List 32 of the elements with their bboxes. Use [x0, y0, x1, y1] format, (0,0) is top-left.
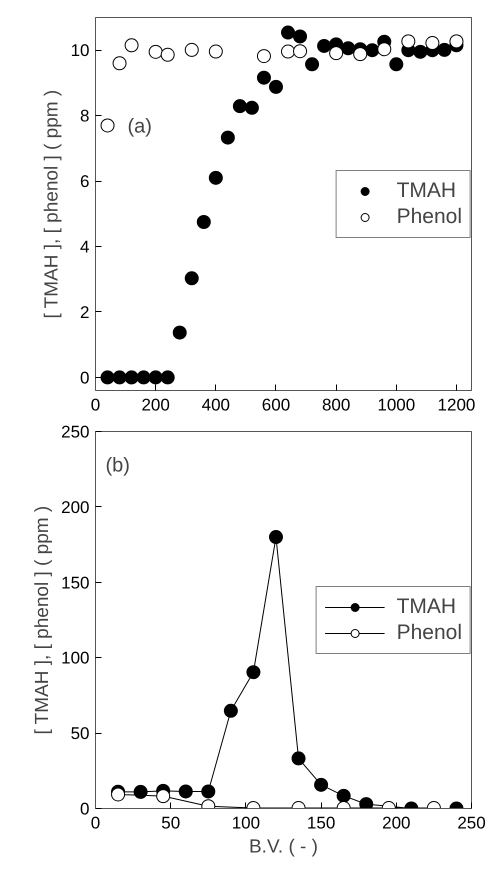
x-tick-label: 800 — [322, 396, 350, 414]
y-tick-label: 250 — [61, 422, 90, 442]
y-tick-label: 150 — [61, 573, 90, 592]
y-tick-label: 6 — [80, 172, 90, 192]
annotation: (a) — [128, 116, 152, 138]
x-tick-label: 100 — [232, 814, 260, 832]
y-tick-label: 0 — [80, 368, 90, 388]
x-tick-label: 400 — [202, 396, 230, 414]
x-tick-label: 600 — [262, 396, 290, 414]
x-tick-label: 1200 — [438, 396, 476, 414]
y-tick-label: 100 — [61, 648, 90, 668]
legend-label: TMAH — [396, 594, 456, 618]
legend-label: TMAH — [396, 178, 456, 202]
y-tick-label: 8 — [80, 106, 90, 126]
legend-label: Phenol — [396, 204, 462, 228]
x-tick-label: 50 — [161, 814, 180, 832]
y-tick-label: 200 — [61, 498, 90, 517]
x-tick-label: 200 — [382, 814, 410, 832]
x-tick-label: 150 — [306, 814, 336, 832]
y-axis-title: [ TMAH ], [ phenol ] ( ppm ) — [32, 506, 54, 735]
y-tick-label: 0 — [80, 800, 90, 818]
y-tick-label: 10 — [70, 41, 90, 60]
annotation: (b) — [106, 454, 130, 476]
legend-label: Phenol — [396, 620, 462, 644]
x-tick-label: 1000 — [377, 396, 416, 414]
x-tick-label: 250 — [457, 814, 486, 832]
x-tick-label: 200 — [141, 396, 170, 414]
y-tick-label: 50 — [70, 724, 90, 744]
x-axis-title: B.V. ( - ) — [249, 836, 318, 858]
y-tick-label: 4 — [80, 238, 90, 257]
y-axis-title: [ TMAH ], [ phenol ] ( ppm ) — [42, 90, 63, 319]
y-tick-label: 2 — [80, 302, 90, 322]
